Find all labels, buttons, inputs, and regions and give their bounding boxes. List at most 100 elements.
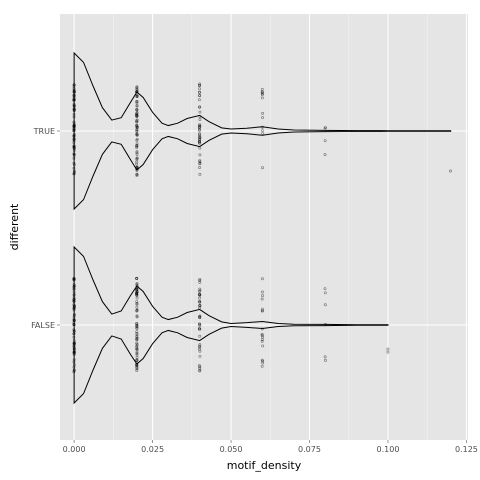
data-point: [72, 84, 76, 88]
data-point: [135, 87, 139, 91]
data-point: [135, 114, 139, 118]
data-point: [135, 118, 139, 122]
data-point: [135, 358, 139, 362]
data-point: [72, 298, 76, 301]
data-point: [323, 126, 327, 130]
data-point: [135, 362, 139, 366]
x-axis: 0.000 0.025 0.050 0.075 0.100 0.125: [63, 440, 478, 454]
data-point: [72, 308, 76, 312]
data-point: [135, 291, 139, 295]
data-point: [72, 298, 76, 302]
data-point: [72, 368, 76, 372]
data-point: [72, 353, 76, 357]
data-point: [135, 90, 139, 94]
data-point: [72, 300, 76, 303]
data-point: [198, 90, 201, 94]
data-point: [72, 107, 76, 111]
data-point: [72, 323, 76, 327]
data-point: [72, 156, 76, 160]
data-point: [261, 361, 265, 365]
data-point: [72, 332, 76, 335]
data-point: [135, 305, 139, 309]
data-point: [135, 133, 139, 137]
data-point: [72, 93, 76, 97]
data-point: [198, 349, 202, 353]
data-point: [323, 355, 327, 359]
data-point: [197, 128, 201, 132]
data-point: [198, 343, 202, 347]
data-point: [135, 162, 139, 166]
data-point: [72, 350, 76, 354]
data-point: [72, 276, 76, 280]
data-point: [72, 109, 76, 113]
data-point: [135, 126, 139, 130]
data-point: [135, 361, 139, 365]
data-point: [135, 167, 139, 171]
data-point: [260, 297, 264, 301]
data-point: [135, 363, 139, 367]
x-tick-label: 0.075: [298, 445, 321, 454]
data-point: [198, 314, 202, 318]
data-point: [386, 350, 390, 354]
data-point: [260, 327, 264, 331]
data-point: [72, 127, 76, 131]
data-point: [198, 162, 202, 166]
data-point: [72, 98, 76, 102]
data-point: [72, 278, 76, 282]
data-point: [198, 278, 202, 282]
data-point: [72, 146, 76, 150]
data-point: [72, 287, 76, 291]
data-point: [135, 156, 139, 160]
data-point: [72, 128, 76, 132]
data-point: [197, 124, 201, 127]
data-point: [72, 290, 76, 294]
data-point: [135, 367, 139, 371]
data-point: [261, 116, 265, 120]
data-point: [260, 364, 264, 368]
data-point: [135, 276, 139, 280]
data-point: [72, 98, 76, 101]
data-point: [72, 152, 76, 156]
data-point: [135, 119, 139, 123]
data-point: [260, 309, 264, 313]
data-point: [135, 323, 139, 327]
data-point: [198, 324, 202, 327]
data-point: [135, 143, 139, 147]
data-point: [198, 124, 202, 128]
data-point: [323, 139, 327, 143]
data-point: [72, 147, 76, 150]
data-point: [72, 369, 76, 372]
data-point: [260, 90, 264, 94]
data-point: [135, 93, 139, 97]
data-point: [72, 104, 76, 108]
data-point: [72, 124, 76, 128]
data-point: [135, 100, 139, 103]
data-point: [324, 322, 327, 326]
data-point: [135, 172, 139, 176]
data-point: [198, 293, 202, 297]
data-point: [135, 151, 139, 155]
data-point: [135, 336, 139, 340]
data-point: [260, 93, 264, 97]
data-point: [72, 137, 76, 141]
y-tick-label: FALSE: [31, 321, 55, 330]
data-point: [72, 323, 76, 326]
data-point: [135, 276, 139, 280]
data-point: [135, 365, 139, 369]
data-point: [135, 94, 139, 98]
data-point: [135, 331, 139, 335]
y-axis-title: different: [8, 203, 21, 250]
data-point: [198, 132, 202, 136]
data-point: [261, 359, 264, 363]
data-point: [72, 370, 76, 374]
x-tick-label: 0.050: [220, 445, 243, 454]
data-point: [135, 125, 139, 129]
data-point: [198, 159, 202, 163]
data-point: [72, 124, 76, 128]
data-point: [135, 166, 139, 170]
data-point: [135, 113, 139, 117]
data-point: [135, 345, 139, 349]
data-point: [198, 166, 202, 169]
data-point: [135, 156, 139, 160]
